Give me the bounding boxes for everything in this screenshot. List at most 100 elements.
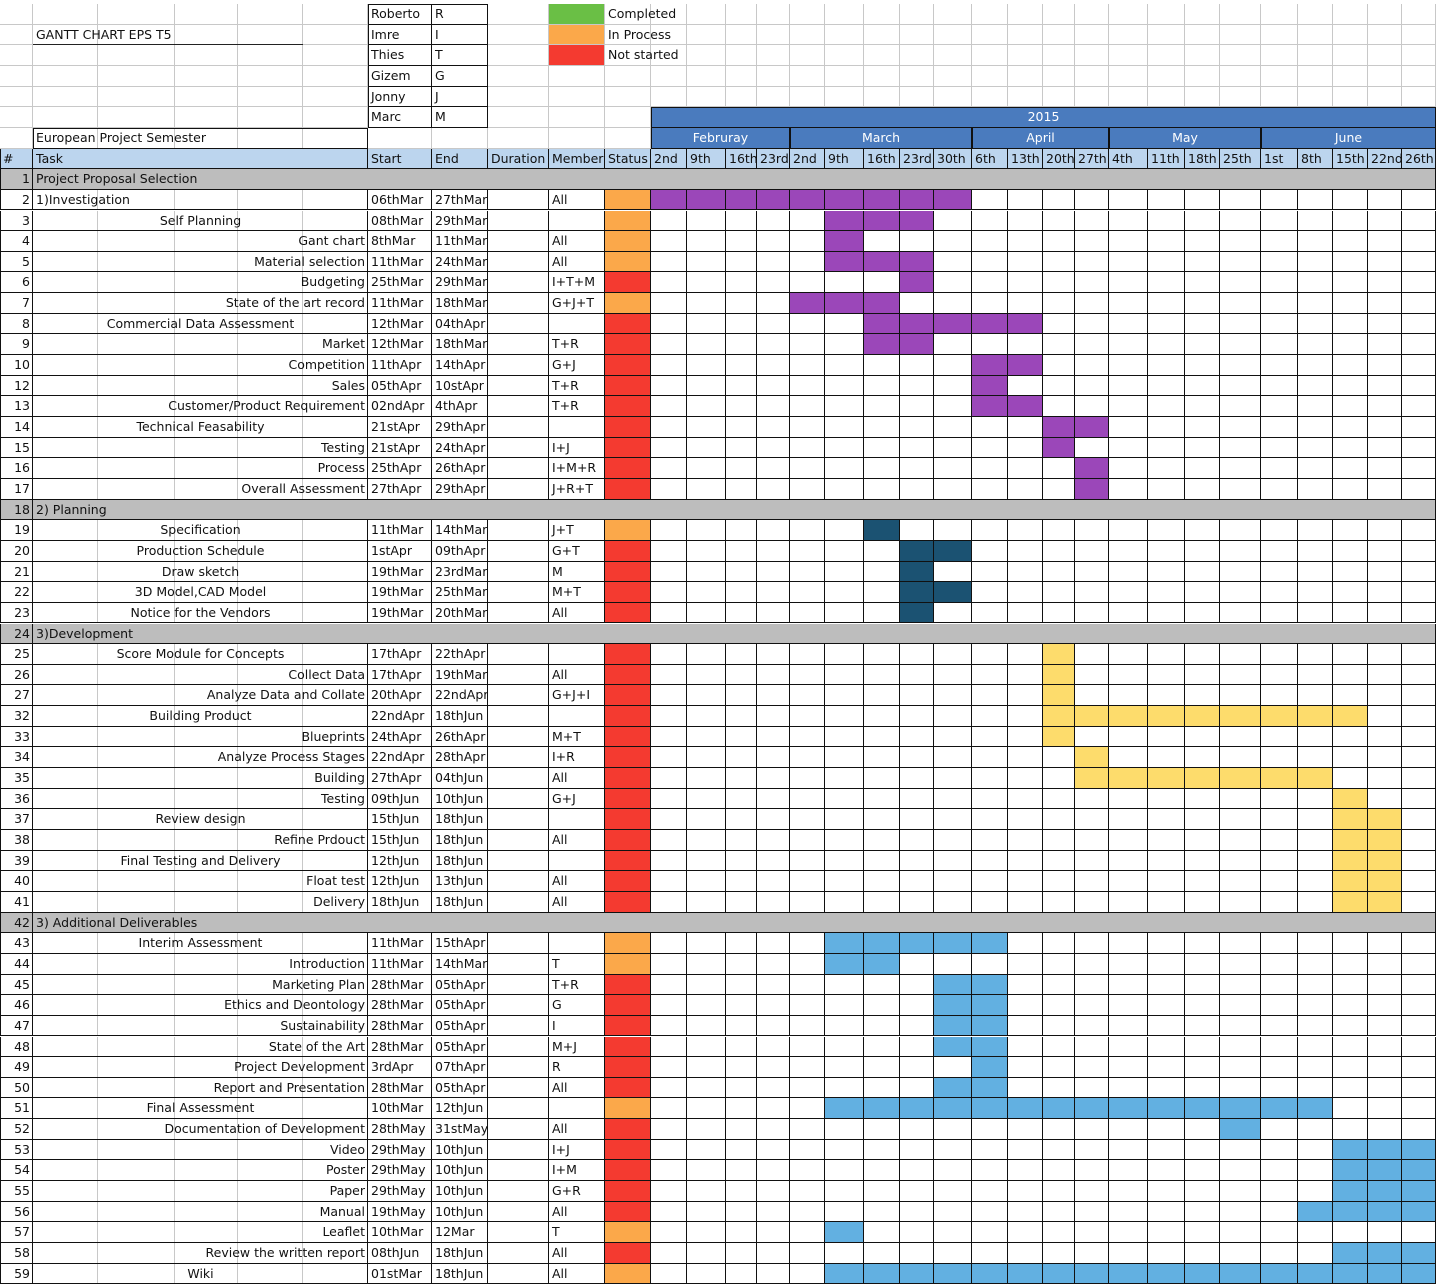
week-cell[interactable]: [651, 953, 687, 975]
week-cell[interactable]: [1261, 293, 1298, 314]
week-cell[interactable]: [864, 396, 900, 417]
task-cell[interactable]: [488, 871, 549, 892]
empty-cell[interactable]: [1109, 45, 1148, 66]
empty-cell[interactable]: [1075, 24, 1109, 46]
week-cell[interactable]: [1008, 664, 1043, 686]
week-cell[interactable]: [1109, 458, 1148, 479]
empty-cell[interactable]: [605, 45, 651, 66]
week-cell[interactable]: [1368, 334, 1402, 356]
empty-cell[interactable]: [651, 86, 687, 108]
week-cell[interactable]: [757, 1139, 790, 1161]
week-cell[interactable]: [790, 417, 825, 438]
week-cell[interactable]: [651, 1098, 687, 1120]
week-cell[interactable]: [1075, 189, 1109, 211]
empty-cell[interactable]: [549, 65, 605, 87]
week-cell[interactable]: [1075, 334, 1109, 356]
status-cell[interactable]: [605, 293, 651, 314]
empty-cell[interactable]: [726, 86, 757, 108]
week-cell[interactable]: [1220, 375, 1261, 397]
empty-cell[interactable]: [488, 24, 549, 46]
empty-cell[interactable]: [175, 107, 238, 128]
gantt-bar-cell[interactable]: [864, 1263, 900, 1284]
gantt-bar-cell[interactable]: [972, 974, 1008, 996]
week-cell[interactable]: [1261, 375, 1298, 397]
week-cell[interactable]: [687, 313, 726, 335]
week-cell[interactable]: [1261, 602, 1298, 624]
week-cell[interactable]: [726, 1119, 757, 1140]
week-cell[interactable]: [1402, 602, 1436, 624]
week-cell[interactable]: [1109, 189, 1148, 211]
empty-cell[interactable]: [98, 65, 175, 87]
week-cell[interactable]: [900, 788, 934, 810]
week-cell[interactable]: [900, 706, 934, 727]
week-cell[interactable]: [1043, 974, 1075, 996]
week-cell[interactable]: [1333, 251, 1368, 273]
week-cell[interactable]: [651, 458, 687, 479]
week-cell[interactable]: [1148, 891, 1185, 913]
gantt-bar-cell[interactable]: [1261, 1098, 1298, 1120]
week-cell[interactable]: [1043, 891, 1075, 913]
gantt-bar-cell[interactable]: [1368, 871, 1402, 892]
gantt-bar-cell[interactable]: [972, 375, 1008, 397]
week-cell[interactable]: [1402, 830, 1436, 851]
week-cell[interactable]: [1109, 850, 1148, 872]
week-cell[interactable]: [934, 768, 972, 789]
week-cell[interactable]: [1148, 520, 1185, 541]
empty-cell[interactable]: [0, 24, 33, 46]
empty-cell[interactable]: [1008, 86, 1043, 108]
week-cell[interactable]: [726, 706, 757, 727]
week-cell[interactable]: [864, 540, 900, 562]
gantt-bar-cell[interactable]: [934, 1098, 972, 1120]
empty-cell[interactable]: [726, 65, 757, 87]
task-cell[interactable]: [488, 953, 549, 975]
week-cell[interactable]: [1333, 478, 1368, 500]
week-cell[interactable]: [1008, 478, 1043, 500]
empty-cell[interactable]: [605, 107, 651, 128]
week-cell[interactable]: [825, 1119, 864, 1140]
empty-cell[interactable]: [488, 127, 549, 149]
week-cell[interactable]: [1298, 417, 1333, 438]
week-cell[interactable]: [687, 231, 726, 252]
week-cell[interactable]: [825, 830, 864, 851]
week-cell[interactable]: [972, 458, 1008, 479]
week-cell[interactable]: [1185, 582, 1220, 603]
empty-cell[interactable]: [33, 4, 98, 25]
week-cell[interactable]: [934, 1057, 972, 1078]
week-cell[interactable]: [1298, 974, 1333, 996]
empty-cell[interactable]: [1185, 65, 1220, 87]
week-cell[interactable]: [1185, 334, 1220, 356]
week-cell[interactable]: [1333, 726, 1368, 748]
week-cell[interactable]: [900, 850, 934, 872]
week-cell[interactable]: [1333, 685, 1368, 707]
week-cell[interactable]: [726, 1139, 757, 1161]
week-cell[interactable]: [1148, 561, 1185, 583]
week-cell[interactable]: [825, 540, 864, 562]
week-cell[interactable]: [1333, 293, 1368, 314]
week-cell[interactable]: [864, 1015, 900, 1037]
week-cell[interactable]: [900, 1201, 934, 1223]
week-cell[interactable]: [790, 664, 825, 686]
week-cell[interactable]: [1109, 830, 1148, 851]
week-cell[interactable]: [1402, 995, 1436, 1016]
task-cell[interactable]: [488, 396, 549, 417]
week-cell[interactable]: [1220, 685, 1261, 707]
gantt-bar-cell[interactable]: [825, 1222, 864, 1243]
empty-cell[interactable]: [605, 65, 651, 87]
week-cell[interactable]: [651, 437, 687, 459]
empty-cell[interactable]: [1261, 45, 1298, 66]
week-cell[interactable]: [1402, 871, 1436, 892]
week-cell[interactable]: [790, 788, 825, 810]
week-cell[interactable]: [1220, 582, 1261, 603]
week-cell[interactable]: [934, 747, 972, 769]
empty-cell[interactable]: [175, 65, 238, 87]
week-cell[interactable]: [1368, 974, 1402, 996]
empty-cell[interactable]: [33, 86, 98, 108]
week-cell[interactable]: [900, 891, 934, 913]
week-cell[interactable]: [726, 995, 757, 1016]
week-cell[interactable]: [687, 417, 726, 438]
week-cell[interactable]: [1220, 850, 1261, 872]
week-cell[interactable]: [825, 1057, 864, 1078]
gantt-bar-cell[interactable]: [1333, 706, 1368, 727]
week-cell[interactable]: [1402, 953, 1436, 975]
gantt-bar-cell[interactable]: [1185, 1098, 1220, 1120]
